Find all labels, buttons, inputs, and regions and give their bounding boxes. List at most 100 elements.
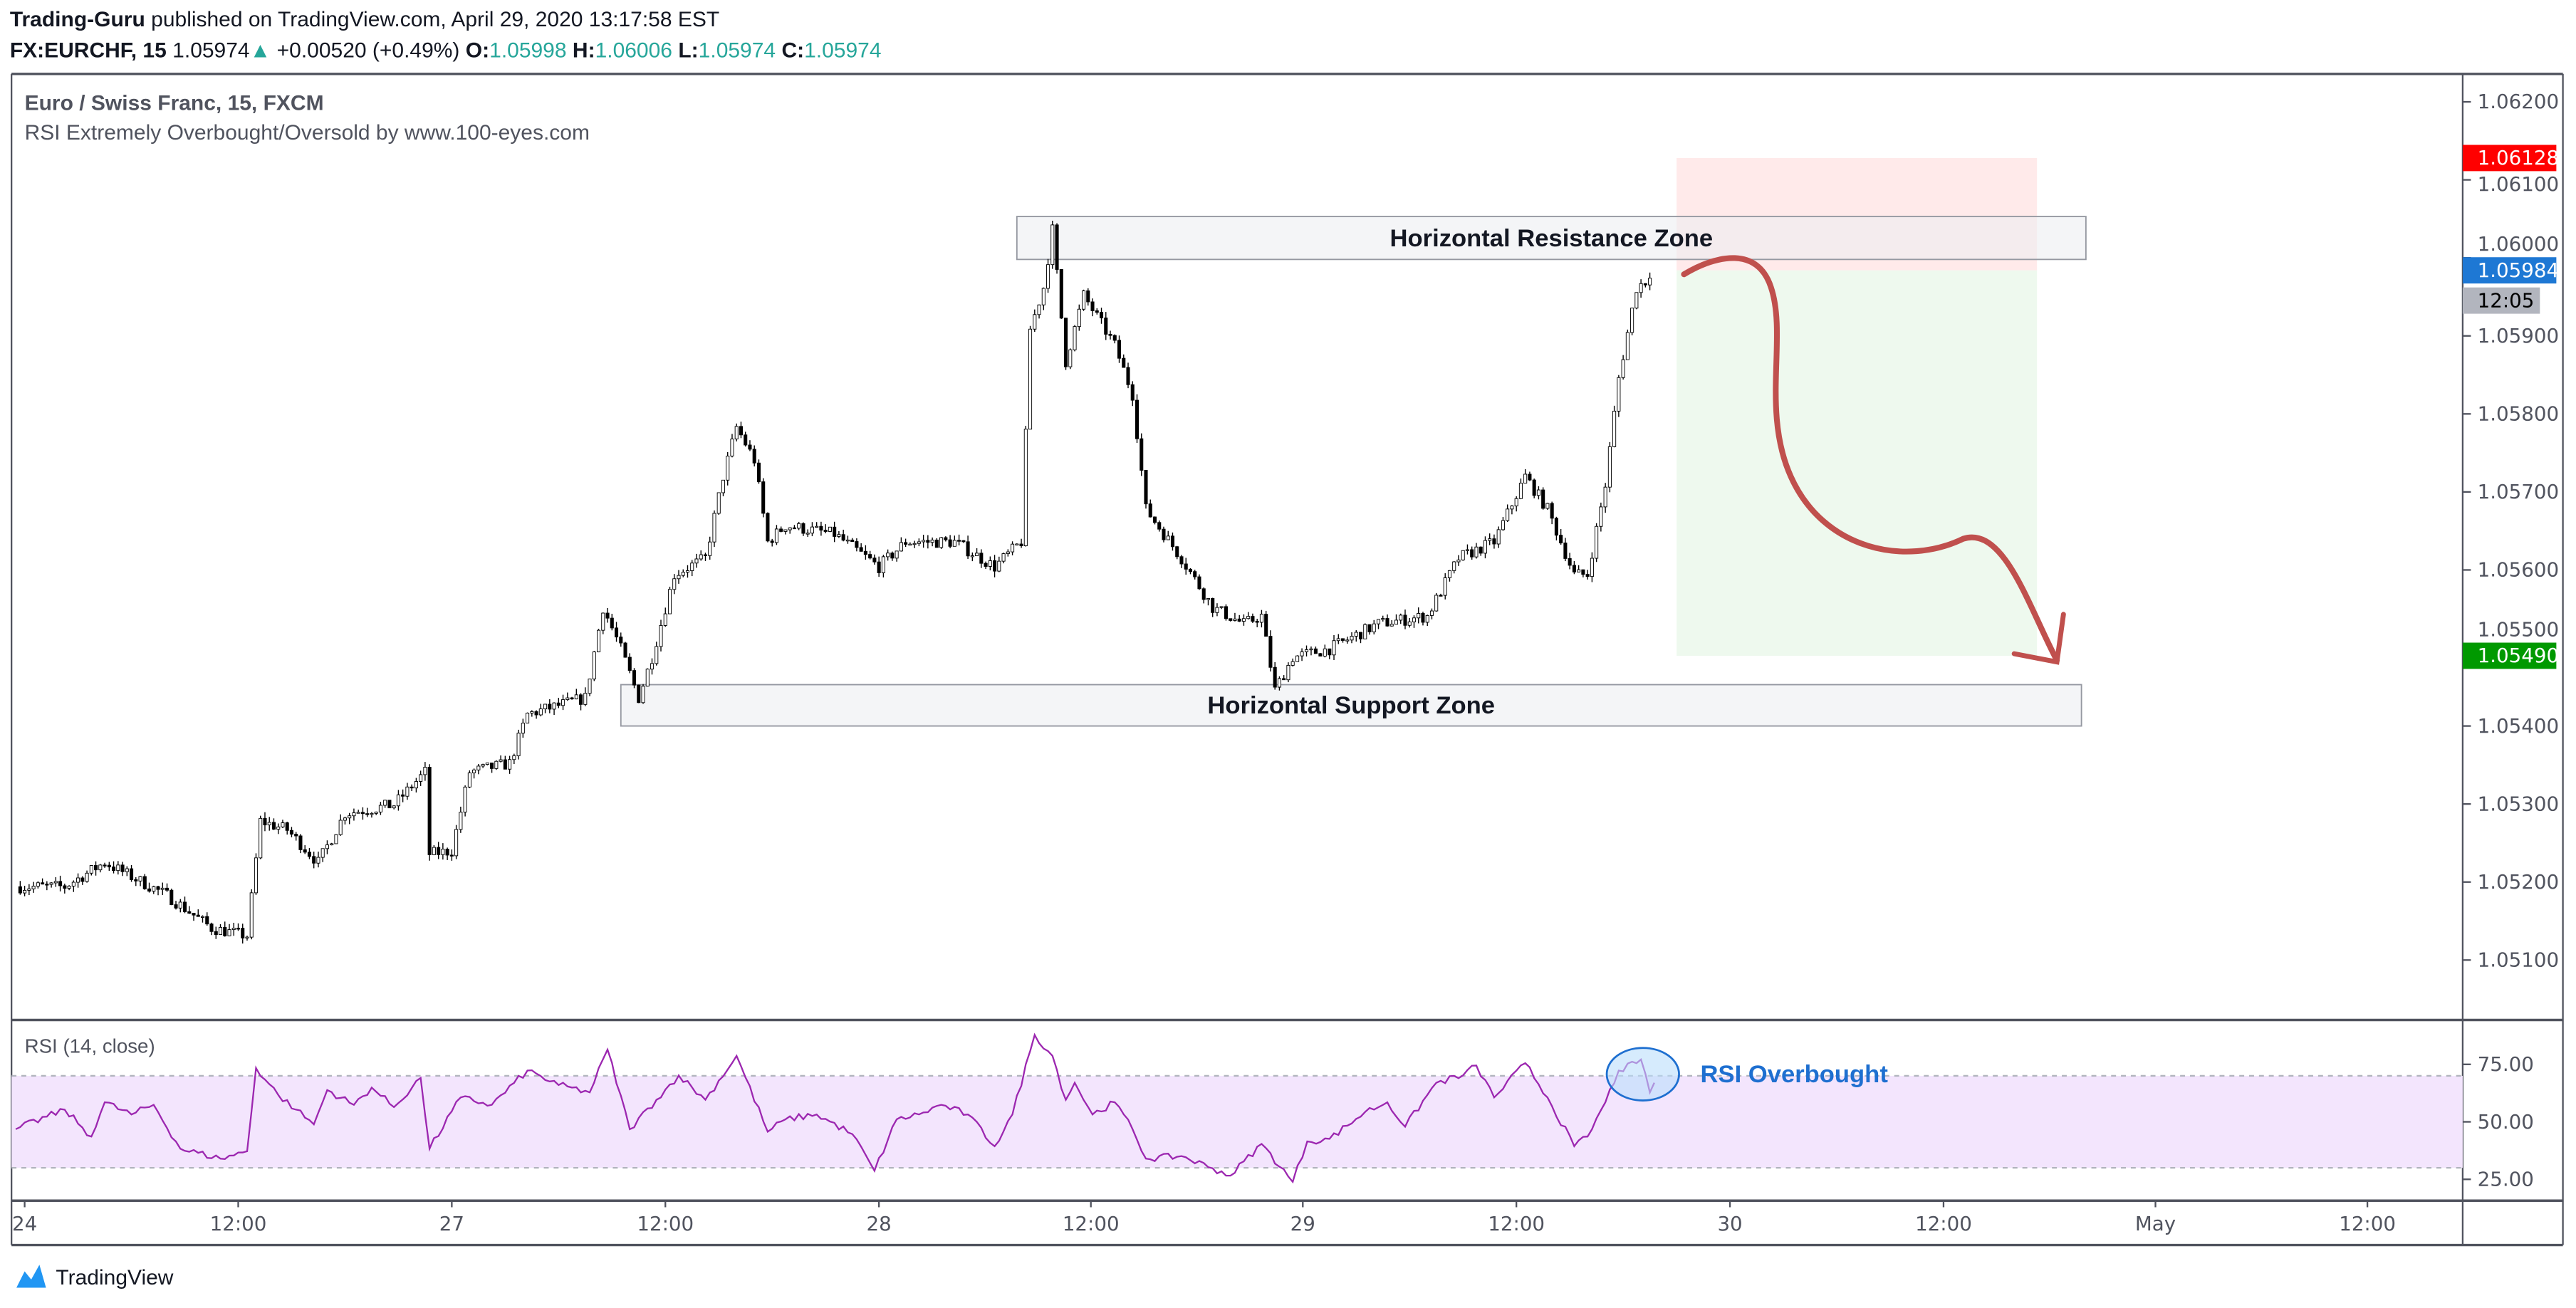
candle bbox=[1492, 538, 1496, 545]
candle bbox=[690, 563, 694, 571]
candle bbox=[259, 817, 263, 859]
candle bbox=[1077, 308, 1081, 328]
candle bbox=[1399, 614, 1403, 621]
candle bbox=[538, 708, 543, 716]
candle bbox=[748, 444, 752, 450]
candle bbox=[1336, 638, 1340, 642]
candle bbox=[548, 703, 552, 710]
candle bbox=[338, 820, 343, 835]
candle bbox=[1268, 636, 1273, 668]
candle bbox=[231, 928, 236, 931]
candle bbox=[685, 570, 690, 573]
symbol: FX:EURCHF, 15 bbox=[9, 38, 167, 63]
candle bbox=[926, 540, 930, 543]
time-tick-label: 28 bbox=[867, 1212, 892, 1235]
candle bbox=[1246, 616, 1251, 619]
candle bbox=[459, 812, 463, 830]
author[interactable]: Trading-Guru bbox=[9, 6, 145, 31]
candle bbox=[863, 550, 867, 555]
candle bbox=[227, 929, 231, 936]
candle bbox=[125, 868, 129, 872]
candle bbox=[637, 684, 641, 703]
candle bbox=[1634, 292, 1639, 309]
candle bbox=[330, 843, 334, 846]
candle bbox=[1443, 577, 1447, 596]
candle bbox=[1536, 489, 1540, 496]
candle bbox=[650, 663, 655, 670]
candle bbox=[165, 887, 170, 891]
candle bbox=[1086, 290, 1090, 303]
candle bbox=[241, 928, 245, 938]
tradingview-logo-icon bbox=[16, 1265, 46, 1288]
price-tick-label: 1.05800 bbox=[2478, 402, 2559, 426]
candle bbox=[1237, 618, 1241, 622]
candle bbox=[1295, 655, 1300, 662]
current-price-badge bbox=[2462, 257, 2557, 284]
rsi-tick-label: 50.00 bbox=[2478, 1110, 2534, 1134]
candle bbox=[36, 882, 40, 887]
candle bbox=[1523, 474, 1528, 484]
candle bbox=[1621, 359, 1625, 378]
candle bbox=[392, 805, 396, 809]
price-tick-label: 1.05400 bbox=[2478, 714, 2559, 738]
candle bbox=[1483, 540, 1487, 554]
time-tick-label: 12:00 bbox=[1488, 1212, 1545, 1235]
candle bbox=[1572, 565, 1576, 572]
candle bbox=[966, 541, 970, 557]
candle bbox=[1389, 624, 1394, 627]
candle bbox=[1277, 678, 1281, 688]
candle bbox=[1152, 516, 1157, 523]
candle bbox=[1211, 598, 1215, 613]
indicator-title: RSI Extremely Overbought/Oversold by www… bbox=[24, 120, 590, 145]
candle bbox=[441, 849, 445, 855]
candle bbox=[752, 449, 756, 464]
candle bbox=[1006, 551, 1010, 555]
candle bbox=[899, 542, 903, 552]
candle bbox=[659, 624, 663, 647]
candle bbox=[31, 886, 36, 889]
candle bbox=[904, 542, 908, 545]
candle bbox=[1590, 558, 1594, 577]
high-label: H: bbox=[572, 38, 595, 63]
candle bbox=[254, 857, 259, 894]
candle bbox=[320, 848, 325, 858]
candle bbox=[1037, 304, 1041, 315]
candle bbox=[716, 492, 721, 514]
symbol-info: FX:EURCHF, 15 1.05974▲ +0.00520 (+0.49%)… bbox=[10, 38, 882, 63]
candle bbox=[574, 694, 578, 700]
candle bbox=[360, 812, 365, 815]
last-price: 1.05974 bbox=[172, 38, 250, 63]
candle bbox=[45, 884, 49, 886]
candle bbox=[721, 479, 726, 493]
candle bbox=[597, 629, 601, 653]
time-tick-label: 27 bbox=[439, 1212, 464, 1235]
candle bbox=[1135, 399, 1140, 439]
candle bbox=[952, 540, 956, 547]
candle bbox=[156, 886, 160, 890]
candle bbox=[481, 764, 485, 767]
candle bbox=[437, 847, 441, 855]
candle bbox=[1229, 618, 1233, 621]
tradingview-logo[interactable]: TradingView bbox=[13, 1262, 173, 1292]
candle bbox=[298, 835, 303, 850]
candle bbox=[245, 936, 249, 938]
candle bbox=[530, 711, 534, 713]
candle bbox=[756, 462, 761, 483]
candle bbox=[979, 553, 984, 564]
candle bbox=[619, 637, 623, 644]
candle bbox=[552, 702, 556, 710]
candle bbox=[1201, 588, 1206, 600]
rsi-overbought-highlight bbox=[1605, 1047, 1680, 1102]
candle bbox=[944, 537, 948, 540]
close-value: 1.05974 bbox=[804, 38, 882, 63]
candle bbox=[160, 887, 165, 890]
current-price-label: 1.05984 bbox=[2478, 258, 2559, 282]
candle bbox=[1488, 538, 1492, 541]
candle bbox=[993, 560, 997, 572]
publish-info: Trading-Guru published on TradingView.co… bbox=[10, 6, 719, 31]
candle bbox=[1595, 525, 1599, 559]
candle bbox=[445, 849, 449, 856]
candle bbox=[1577, 569, 1581, 572]
candle bbox=[783, 529, 788, 532]
